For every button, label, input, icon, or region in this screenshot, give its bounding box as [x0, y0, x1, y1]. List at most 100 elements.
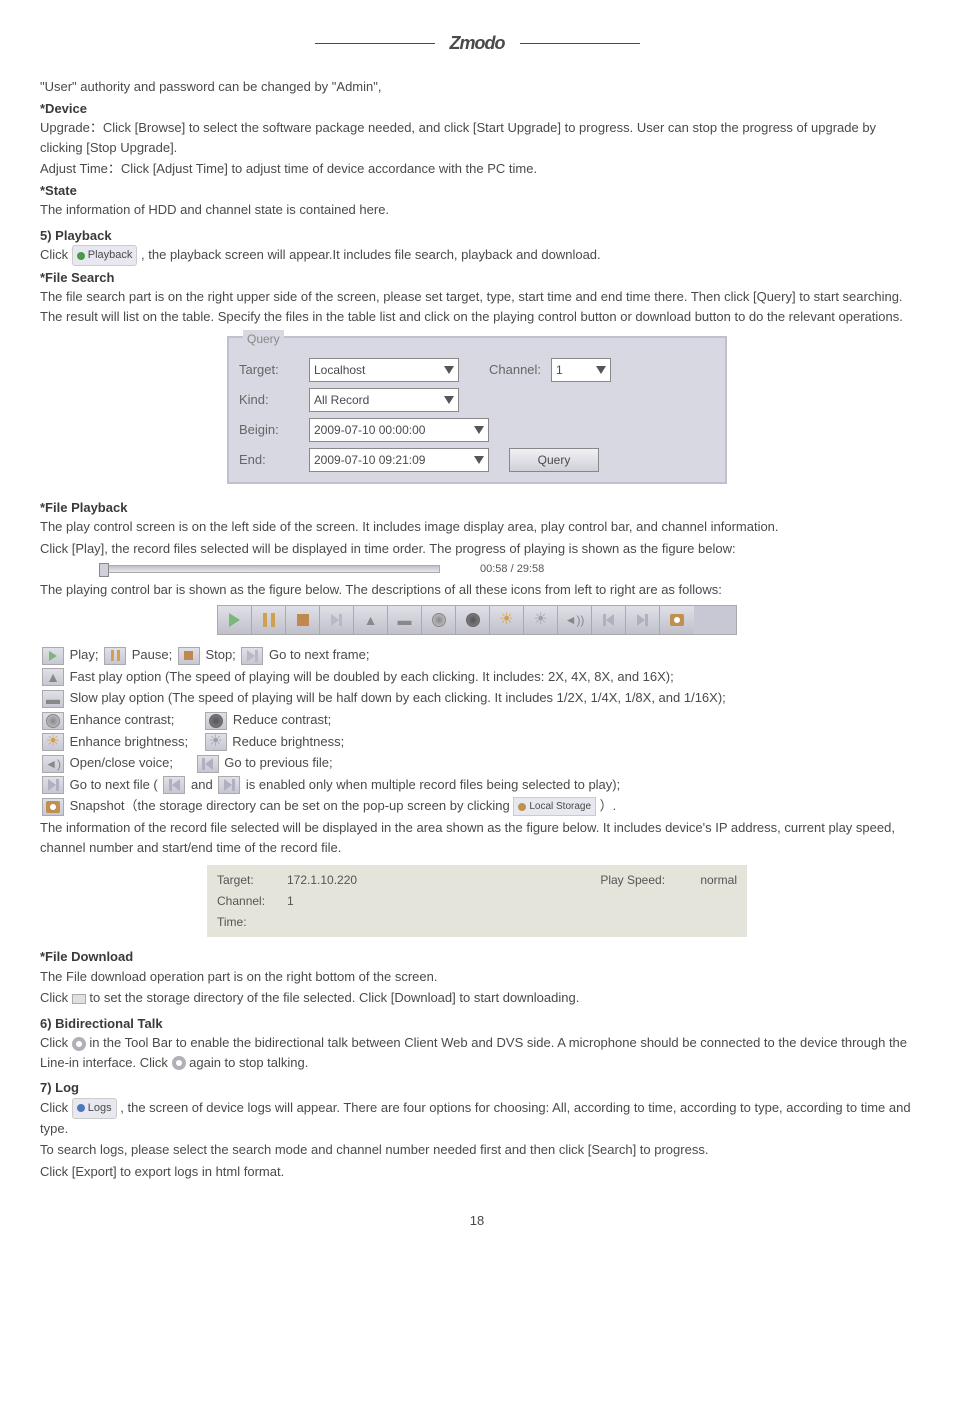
- logo-text: Zmodo: [435, 30, 520, 57]
- kind-label: Kind:: [239, 390, 309, 410]
- icon-desc-fast: ▲ Fast play option (The speed of playing…: [40, 667, 914, 687]
- text-log3: Click [Export] to export logs in html fo…: [40, 1162, 914, 1182]
- enhb-desc: Enhance brightness;: [66, 734, 188, 749]
- target-label: Target:: [239, 360, 309, 380]
- end-input[interactable]: 2009-07-10 09:21:09: [309, 448, 489, 472]
- progress-bar[interactable]: 00:58 / 29:58: [100, 561, 544, 578]
- text-bidirectional: Click in the Tool Bar to enable the bidi…: [40, 1033, 914, 1072]
- text-adjust: Adjust Time：Click [Adjust Time] to adjus…: [40, 159, 914, 179]
- query-panel: Query Target: Localhost Channel: 1 Kind:…: [227, 336, 727, 484]
- slow-icon: ▬: [398, 610, 412, 631]
- p6c: again to stop talking.: [189, 1055, 308, 1070]
- gonext-a: Go to next file (: [66, 777, 161, 792]
- nextframe-icon-inline: [241, 647, 263, 665]
- channel-label: Channel:: [489, 360, 541, 380]
- icon-desc-brightness: ☀ Enhance brightness; ☀ Reduce brightnes…: [40, 732, 914, 752]
- heading-playback: 5) Playback: [40, 226, 914, 246]
- slowplay-button[interactable]: ▬: [388, 606, 422, 634]
- text-playback-rest: , the playback screen will appear.It inc…: [141, 247, 601, 262]
- query-row-begin: Beigin: 2009-07-10 00:00:00: [239, 418, 715, 442]
- logo-line-left: [315, 43, 435, 44]
- query-button[interactable]: Query: [509, 448, 599, 472]
- brightness-down-icon: ☀: [533, 608, 547, 632]
- begin-input[interactable]: 2009-07-10 00:00:00: [309, 418, 489, 442]
- stop-button[interactable]: [286, 606, 320, 634]
- reduce-brightness-button[interactable]: ☀: [524, 606, 558, 634]
- info-channel-value: 1: [287, 892, 737, 910]
- prevfile-button[interactable]: [592, 606, 626, 634]
- info-target-value: 172.1.10.220: [287, 871, 600, 889]
- p7a: Click: [40, 1100, 72, 1115]
- p7b: , the screen of device logs will appear.…: [40, 1100, 911, 1136]
- text-log2: To search logs, please select the search…: [40, 1140, 914, 1160]
- enhc-desc: Enhance contrast;: [66, 712, 174, 727]
- gonext-b: and: [187, 777, 216, 792]
- prev-icon: [603, 614, 614, 626]
- nextframe-button[interactable]: [320, 606, 354, 634]
- text-log1: Click Logs , the screen of device logs w…: [40, 1098, 914, 1138]
- target-select[interactable]: Localhost: [309, 358, 459, 382]
- info-time-label: Time:: [217, 913, 287, 931]
- mic-icon2[interactable]: [172, 1056, 186, 1070]
- info-speed-label: Play Speed:: [600, 871, 700, 889]
- channel-value: 1: [556, 361, 563, 379]
- heading-filesearch: *File Search: [40, 268, 914, 288]
- fastplay-button[interactable]: ▲: [354, 606, 388, 634]
- local-storage-button[interactable]: Local Storage: [513, 797, 596, 816]
- chevron-down-icon: [474, 456, 484, 464]
- logs-button[interactable]: Logs: [72, 1098, 117, 1119]
- disk-icon[interactable]: [72, 994, 86, 1004]
- progress-track[interactable]: [100, 565, 440, 573]
- redb-icon-inline: ☀: [205, 733, 227, 751]
- progress-time: 00:58 / 29:58: [480, 561, 544, 578]
- play-icon: [229, 613, 240, 627]
- begin-label: Beigin:: [239, 420, 309, 440]
- query-row-kind: Kind: All Record: [239, 388, 715, 412]
- fd2b: to set the storage directory of the file…: [89, 990, 579, 1005]
- heading-state: *State: [40, 181, 914, 201]
- channel-select[interactable]: 1: [551, 358, 611, 382]
- redc-desc: Reduce contrast;: [229, 712, 331, 727]
- control-bar: ▲ ▬ ☀ ☀ ◄)): [217, 605, 737, 635]
- text-filesearch: The file search part is on the right upp…: [40, 287, 914, 326]
- page-number: 18: [40, 1211, 914, 1231]
- voice-icon-inline: ◄): [42, 755, 64, 773]
- snap-b: ）.: [600, 798, 617, 813]
- voice-button[interactable]: ◄)): [558, 606, 592, 634]
- heading-fileplayback: *File Playback: [40, 498, 914, 518]
- progress-handle[interactable]: [99, 563, 109, 577]
- icon-desc-slow: ▬ Slow play option (The speed of playing…: [40, 688, 914, 708]
- local-storage-label: Local Storage: [529, 799, 591, 814]
- snapshot-button[interactable]: [660, 606, 694, 634]
- fast-desc: Fast play option (The speed of playing w…: [66, 669, 674, 684]
- heading-filedownload: *File Download: [40, 947, 914, 967]
- snap-icon-inline: [42, 798, 64, 816]
- begin-value: 2009-07-10 00:00:00: [314, 421, 425, 439]
- play-button[interactable]: [218, 606, 252, 634]
- playback-button[interactable]: Playback: [72, 245, 138, 266]
- info-row2: Channel: 1: [217, 892, 737, 910]
- text-controlbar: The playing control bar is shown as the …: [40, 580, 914, 600]
- text-fd1: The File download operation part is on t…: [40, 967, 914, 987]
- play-desc: Play;: [66, 647, 102, 662]
- slow-desc: Slow play option (The speed of playing w…: [66, 690, 726, 705]
- enhance-contrast-button[interactable]: [422, 606, 456, 634]
- text-info: The information of the record file selec…: [40, 818, 914, 857]
- enhb-icon-inline: ☀: [42, 733, 64, 751]
- kind-value: All Record: [314, 391, 369, 409]
- brightness-up-icon: ☀: [499, 608, 513, 632]
- pause-button[interactable]: [252, 606, 286, 634]
- reduce-contrast-button[interactable]: [456, 606, 490, 634]
- kind-select[interactable]: All Record: [309, 388, 459, 412]
- chevron-down-icon: [474, 426, 484, 434]
- snap-a: Snapshot（the storage directory can be se…: [66, 798, 513, 813]
- enhance-brightness-button[interactable]: ☀: [490, 606, 524, 634]
- info-target-label: Target:: [217, 871, 287, 889]
- fast-icon-inline: ▲: [42, 668, 64, 686]
- nextfile-button[interactable]: [626, 606, 660, 634]
- icon-desc-contrast: Enhance contrast; Reduce contrast;: [40, 710, 914, 730]
- mic-icon[interactable]: [72, 1037, 86, 1051]
- play-icon: [77, 252, 85, 260]
- logo-line-right: [520, 43, 640, 44]
- slow-icon-inline: ▬: [42, 690, 64, 708]
